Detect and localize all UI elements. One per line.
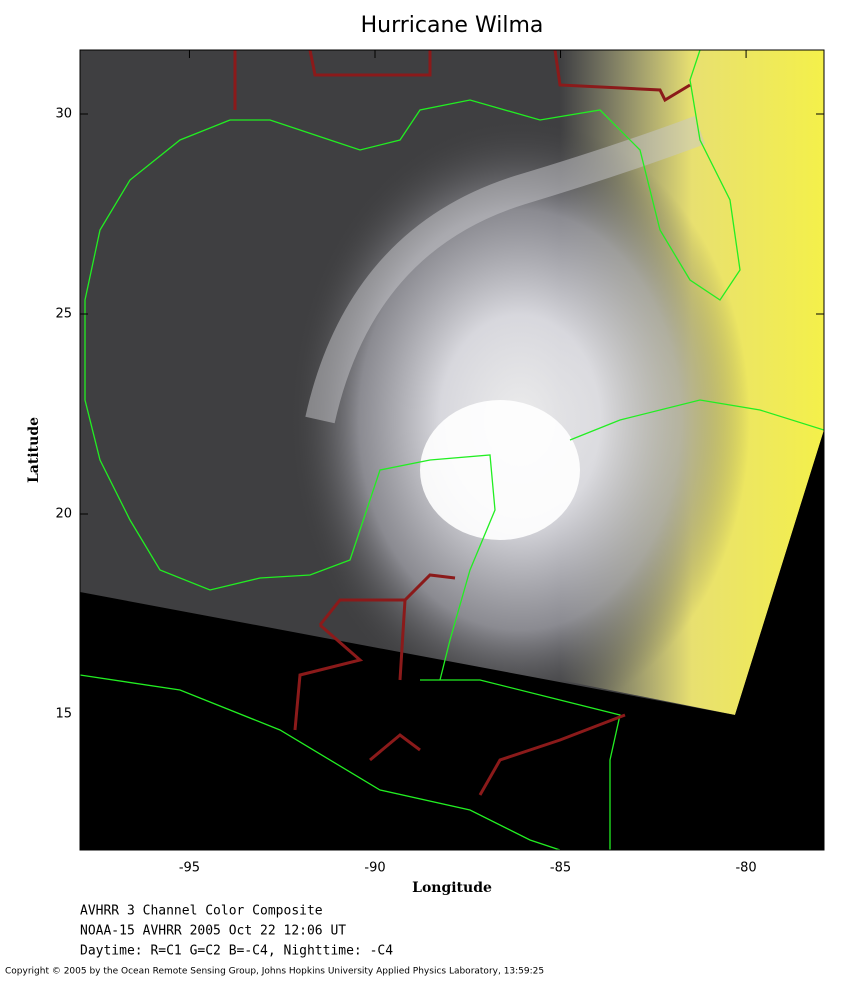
borders — [233, 50, 691, 796]
y-tick-label: 20 — [55, 507, 72, 522]
x-tick-label: -95 — [179, 861, 200, 876]
y-tick-label: 25 — [55, 307, 72, 322]
frame — [79, 49, 825, 851]
coastlines — [80, 50, 824, 850]
y-tick-label: 30 — [55, 107, 72, 122]
x-tick-label: -90 — [364, 861, 385, 876]
caption-line: Daytime: R=C1 G=C2 B=-C4, Nighttime: -C4 — [80, 944, 393, 959]
y-tick-label: 15 — [55, 707, 72, 722]
caption-line: NOAA-15 AVHRR 2005 Oct 22 12:06 UT — [80, 924, 346, 939]
satellite-image — [80, 50, 824, 850]
caption-line: AVHRR 3 Channel Color Composite — [80, 904, 323, 919]
copyright: Copyright © 2005 by the Ocean Remote Sen… — [5, 967, 544, 977]
x-tick-label: -80 — [735, 861, 756, 876]
title: Hurricane Wilma — [361, 13, 544, 38]
y-axis-label: Latitude — [26, 417, 42, 483]
x-axis-label: Longitude — [412, 880, 492, 896]
x-tick-label: -85 — [550, 861, 571, 876]
